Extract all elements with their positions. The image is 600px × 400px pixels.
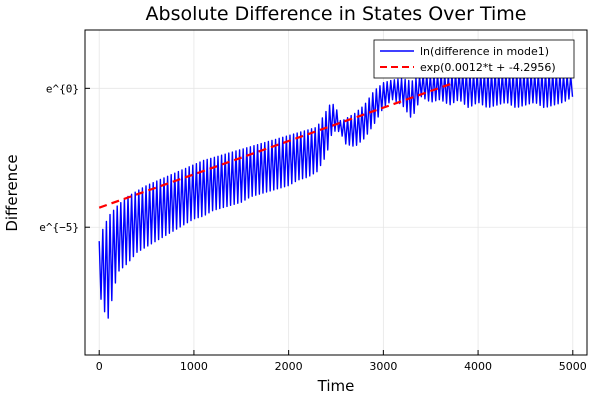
- y-tick-label: e^{−5}: [39, 221, 79, 234]
- x-axis-ticks: 0 1000 2000 3000 4000 5000: [96, 350, 587, 373]
- chart-title: Absolute Difference in States Over Time: [146, 3, 527, 25]
- legend-label-series-1: ln(difference in mode1): [420, 45, 549, 58]
- x-tick-label: 4000: [464, 360, 492, 373]
- y-tick-label: e^{0}: [46, 82, 79, 95]
- series-2-line: [98, 81, 455, 209]
- series-1-line: [98, 70, 574, 319]
- y-axis-ticks: e^{0} e^{−5}: [39, 82, 90, 234]
- x-tick-label: 3000: [369, 360, 397, 373]
- y-axis-label: Difference: [3, 154, 21, 231]
- x-tick-label: 5000: [559, 360, 587, 373]
- x-tick-label: 1000: [180, 360, 208, 373]
- legend-box: [373, 39, 575, 79]
- series-layer: [98, 70, 574, 319]
- legend: ln(difference in mode1) exp(0.0012*t + -…: [373, 39, 575, 79]
- x-axis-label: Time: [317, 377, 355, 395]
- legend-label-series-2: exp(0.0012*t + -4.2956): [420, 61, 556, 74]
- plot-frame: [84, 29, 588, 356]
- x-tick-label: 0: [96, 360, 103, 373]
- x-tick-label: 2000: [275, 360, 303, 373]
